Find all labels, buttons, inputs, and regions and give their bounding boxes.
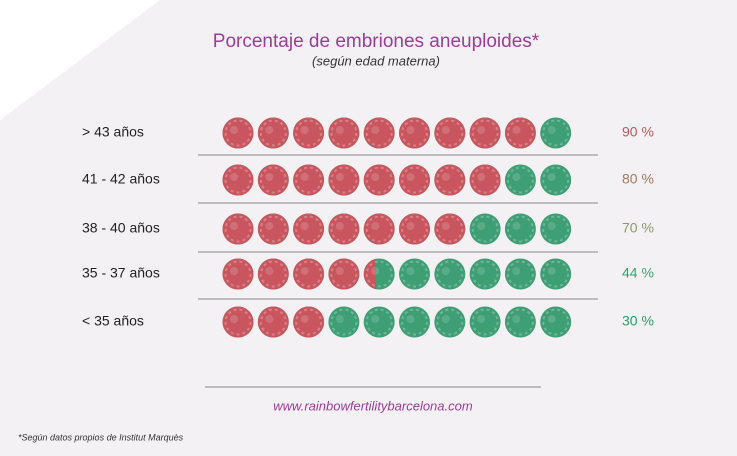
- embryo-icon: [222, 306, 254, 338]
- embryo-icon: [257, 258, 289, 290]
- embryo-icon: [434, 164, 466, 196]
- embryo-icon: [328, 213, 360, 245]
- category-label: < 35 años: [82, 313, 144, 329]
- embryo-icon: [504, 213, 536, 245]
- embryo-icon: [222, 258, 254, 290]
- embryo-icon: [504, 164, 536, 196]
- embryo-icon: [293, 164, 325, 196]
- embryo-icon: [293, 258, 325, 290]
- embryo-icon: [363, 213, 395, 245]
- embryo-icon: [399, 258, 430, 290]
- value-label: 90 %: [622, 124, 654, 140]
- embryo-icon: [469, 306, 501, 338]
- embryo-icon: [399, 306, 430, 338]
- embryo-icon: [257, 164, 289, 196]
- embryo-icon: [540, 213, 572, 245]
- chart-subtitle: (según edad materna): [312, 53, 440, 68]
- embryo-icon: [399, 117, 430, 149]
- embryo-icon: [434, 306, 466, 338]
- embryo-icon: [504, 117, 536, 149]
- embryo-icon: [504, 258, 536, 290]
- embryo-icon: [399, 213, 430, 245]
- embryo-icon: [540, 117, 572, 149]
- embryo-icon: [328, 164, 360, 196]
- embryo-icon: [540, 258, 572, 290]
- value-label: 44 %: [622, 265, 654, 281]
- embryo-icon: [328, 117, 360, 149]
- embryo-icon: [434, 117, 466, 149]
- embryo-icon: [363, 258, 395, 290]
- embryo-icon: [293, 117, 325, 149]
- embryo-icon: [363, 164, 395, 196]
- embryo-icon: [469, 117, 501, 149]
- category-label: > 43 años: [82, 124, 144, 140]
- embryo-icon: [257, 213, 289, 245]
- embryo-icon: [469, 164, 501, 196]
- background-accent: [0, 0, 160, 120]
- embryo-icon: [434, 213, 466, 245]
- embryo-icon: [469, 213, 501, 245]
- embryo-icon: [328, 258, 360, 290]
- embryo-icon: [469, 258, 501, 290]
- embryo-icon: [222, 117, 254, 149]
- embryo-icon: [293, 213, 325, 245]
- chart-title: Porcentaje de embriones aneuploides*: [213, 31, 540, 52]
- embryo-icon: [363, 117, 395, 149]
- embryo-icon: [222, 164, 254, 196]
- category-label: 35 - 37 años: [82, 265, 160, 281]
- embryo-icon: [540, 306, 572, 338]
- embryo-icon: [257, 117, 289, 149]
- source-url: www.rainbowfertilitybarcelona.com: [273, 398, 473, 413]
- footnote: *Según datos propios de Institut Marquès: [18, 432, 184, 442]
- embryo-icon: [399, 164, 430, 196]
- category-label: 41 - 42 años: [82, 171, 160, 187]
- embryo-icon: [540, 164, 572, 196]
- embryo-icon: [293, 306, 325, 338]
- value-label: 70 %: [622, 220, 654, 236]
- embryo-icon: [504, 306, 536, 338]
- value-label: 30 %: [622, 313, 654, 329]
- embryo-icon: [257, 306, 289, 338]
- value-label: 80 %: [622, 171, 654, 187]
- embryo-icon: [363, 306, 395, 338]
- embryo-icon: [434, 258, 466, 290]
- embryo-icon: [328, 306, 360, 338]
- category-label: 38 - 40 años: [82, 220, 160, 236]
- embryo-icon: [222, 213, 254, 245]
